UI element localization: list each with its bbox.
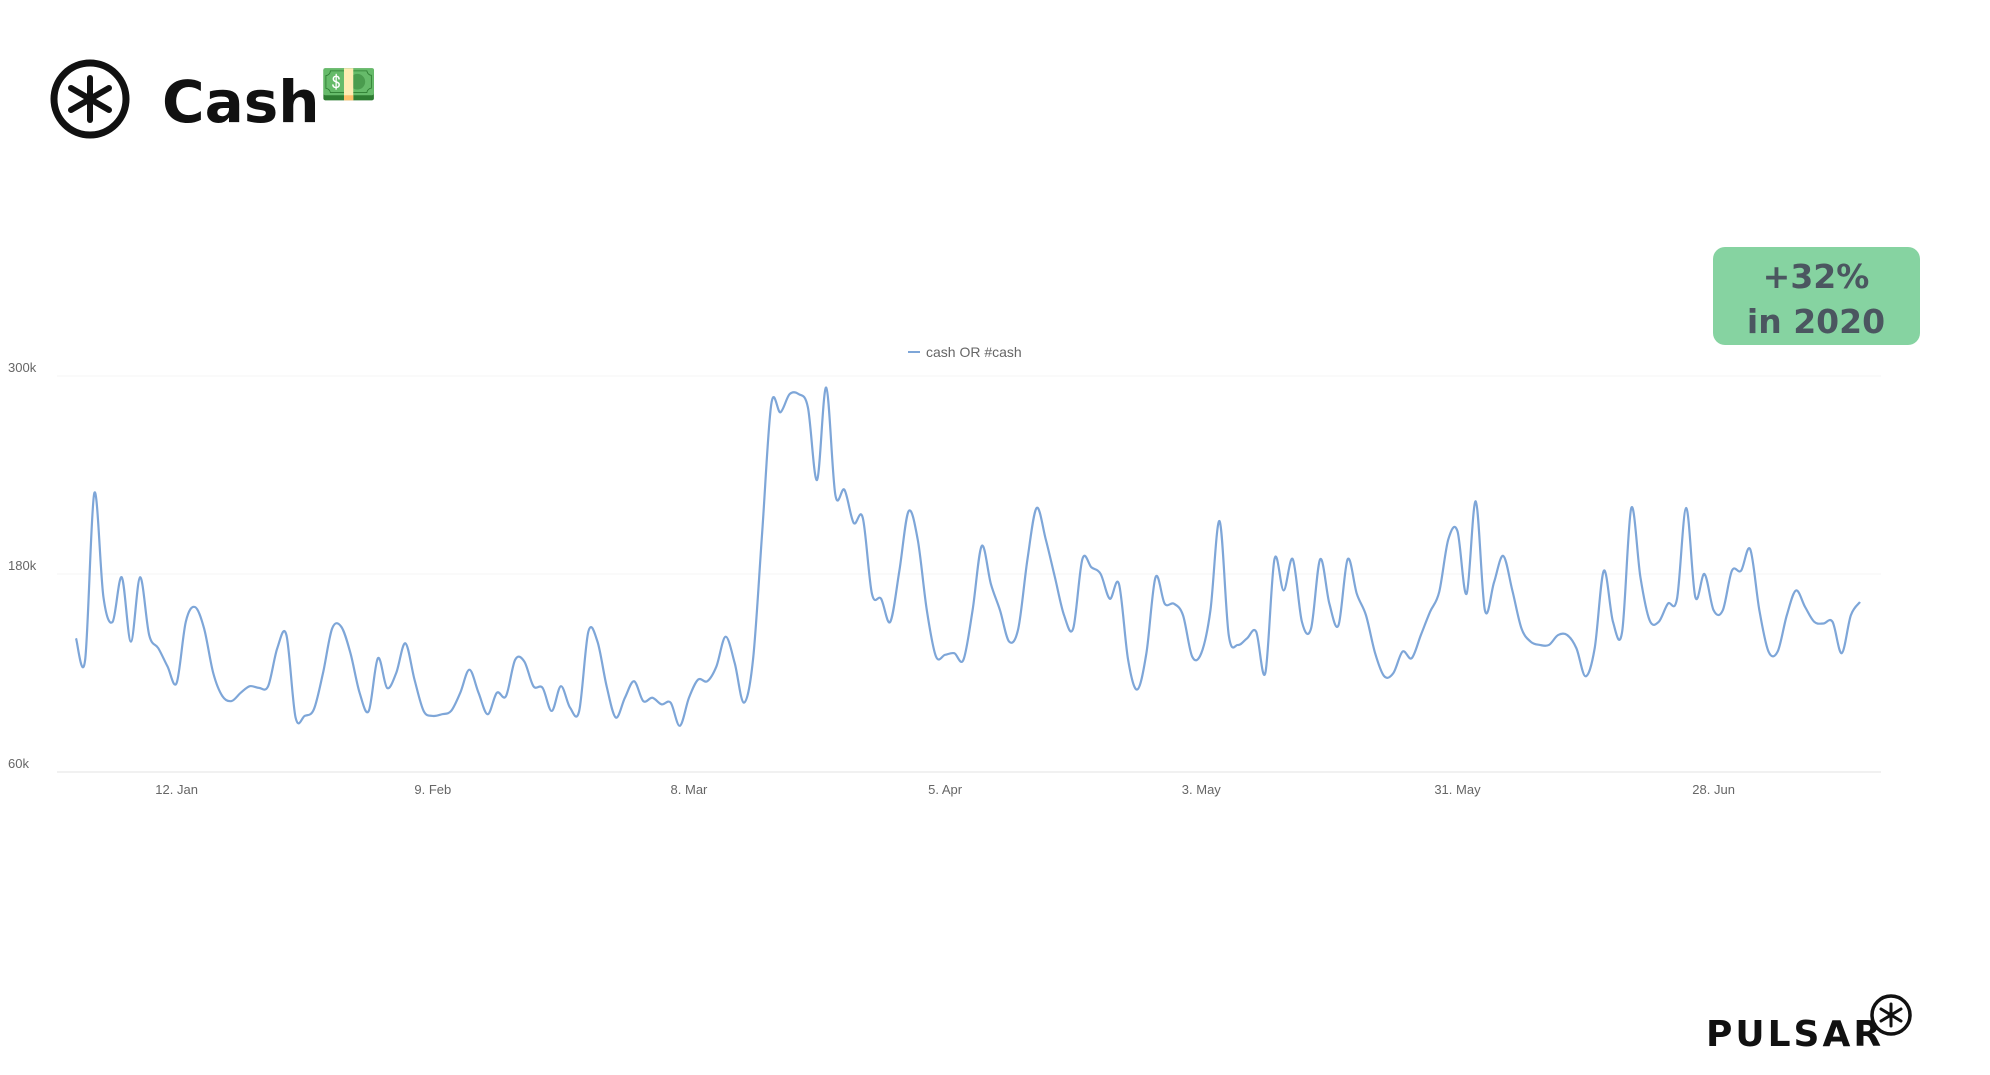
- data-line: [74, 386, 1861, 727]
- y-tick-label: 180k: [8, 558, 37, 573]
- badge-line: in 2020: [1747, 302, 1885, 341]
- y-tick-label: 300k: [8, 360, 37, 375]
- x-tick-label: 28. Jun: [1692, 782, 1735, 797]
- brand-logo: [1870, 994, 1912, 1036]
- legend-label: cash OR #cash: [926, 344, 1022, 360]
- badge-line: +32%: [1763, 257, 1870, 296]
- title-icon: 💵: [320, 58, 377, 110]
- x-tick-label: 8. Mar: [671, 782, 709, 797]
- y-tick-label: 60k: [8, 756, 29, 771]
- x-tick-label: 31. May: [1434, 782, 1481, 797]
- page-title: Cash: [162, 68, 320, 136]
- x-tick-label: 12. Jan: [155, 782, 198, 797]
- x-tick-label: 3. May: [1182, 782, 1222, 797]
- brand-name: PULSAR: [1706, 1014, 1884, 1055]
- chart: 60k 180k 300k 12. Jan 9. Feb 8. Mar 5. Apr 3. M…: [8, 344, 1881, 797]
- badge: [1713, 247, 1920, 345]
- x-tick-label: 5. Apr: [928, 782, 963, 797]
- x-tick-label: 9. Feb: [414, 782, 451, 797]
- logo: [50, 59, 130, 139]
